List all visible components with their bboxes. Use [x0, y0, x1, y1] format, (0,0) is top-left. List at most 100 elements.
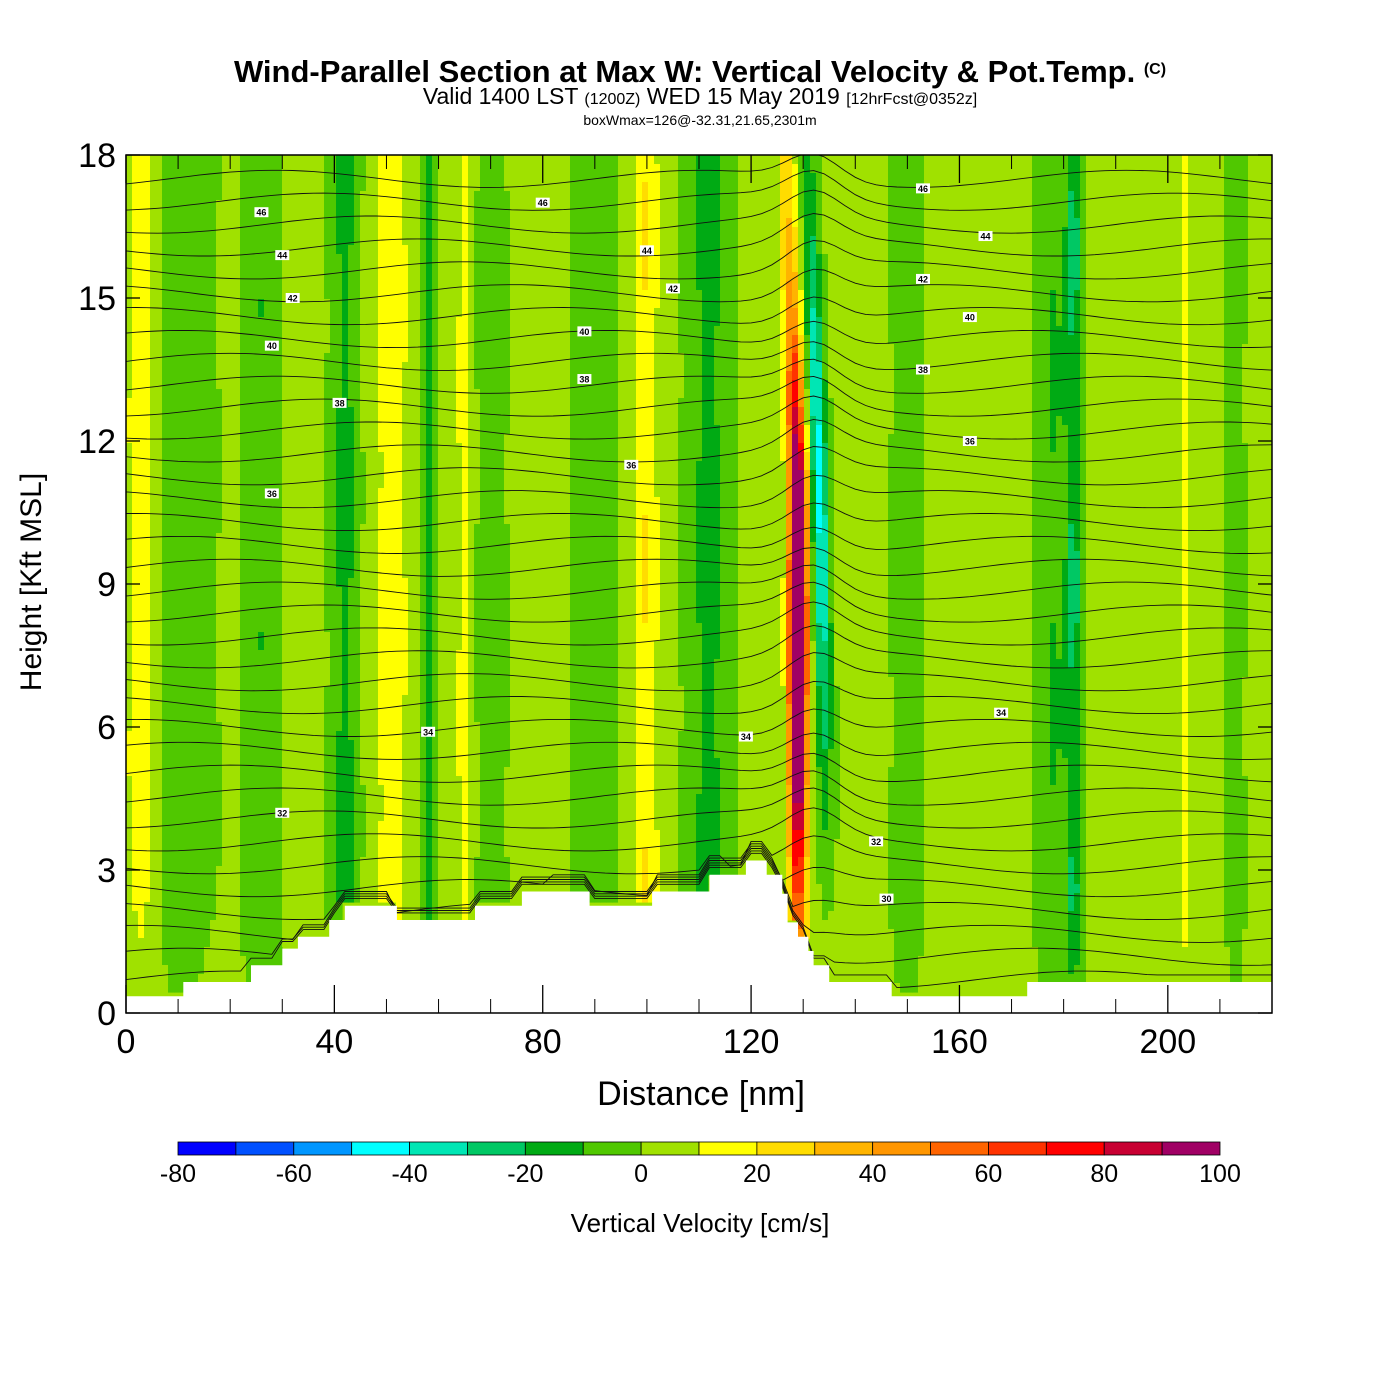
w-cell	[1260, 353, 1267, 363]
w-cell	[762, 173, 769, 183]
w-cell	[468, 191, 475, 201]
w-cell	[810, 191, 817, 201]
w-cell	[1146, 308, 1153, 318]
w-cell	[1086, 182, 1093, 192]
w-cell	[588, 209, 595, 219]
w-cell	[978, 344, 985, 354]
w-cell	[396, 164, 403, 174]
w-cell	[690, 173, 697, 183]
w-cell	[522, 227, 529, 237]
w-cell	[426, 290, 433, 300]
w-cell	[744, 371, 751, 381]
w-cell	[1014, 263, 1021, 273]
w-cell	[1032, 155, 1039, 165]
w-cell	[492, 182, 499, 192]
w-cell	[888, 326, 895, 336]
w-cell	[762, 182, 769, 192]
w-cell	[426, 164, 433, 174]
w-cell	[1152, 335, 1159, 345]
w-cell	[888, 200, 895, 210]
w-cell	[960, 254, 967, 264]
w-cell	[1206, 263, 1213, 273]
w-cell	[1044, 308, 1051, 318]
w-cell	[1242, 326, 1249, 336]
w-cell	[420, 173, 427, 183]
w-cell	[1038, 281, 1045, 291]
w-cell	[384, 335, 391, 345]
w-cell	[480, 362, 487, 372]
w-cell	[708, 344, 715, 354]
w-cell	[1104, 290, 1111, 300]
w-cell	[216, 335, 223, 345]
w-cell	[186, 182, 193, 192]
w-cell	[288, 263, 295, 273]
w-cell	[900, 200, 907, 210]
w-cell	[456, 245, 463, 255]
w-cell	[774, 236, 781, 246]
w-cell	[864, 317, 871, 327]
w-cell	[576, 218, 583, 228]
w-cell	[600, 335, 607, 345]
w-cell	[246, 227, 253, 237]
w-cell	[696, 317, 703, 327]
w-cell	[552, 272, 559, 282]
w-cell	[282, 209, 289, 219]
w-cell	[756, 326, 763, 336]
w-cell	[144, 272, 151, 282]
w-cell	[972, 371, 979, 381]
w-cell	[888, 155, 895, 165]
w-cell	[300, 209, 307, 219]
w-cell	[1086, 218, 1093, 228]
w-cell	[1020, 182, 1027, 192]
w-cell	[678, 182, 685, 192]
w-cell	[804, 335, 811, 345]
w-cell	[1134, 326, 1141, 336]
w-cell	[300, 326, 307, 336]
w-cell	[390, 155, 397, 165]
w-cell	[492, 218, 499, 228]
w-cell	[1254, 200, 1261, 210]
w-cell	[948, 200, 955, 210]
w-cell	[360, 371, 367, 381]
w-cell	[150, 209, 157, 219]
w-cell	[330, 362, 337, 372]
w-cell	[1146, 191, 1153, 201]
w-cell	[1182, 335, 1189, 345]
w-cell	[954, 335, 961, 345]
w-cell	[294, 317, 301, 327]
w-cell	[588, 164, 595, 174]
w-cell	[216, 389, 223, 399]
w-cell	[900, 209, 907, 219]
w-cell	[1008, 209, 1015, 219]
w-cell	[720, 200, 727, 210]
w-cell	[1182, 281, 1189, 291]
w-cell	[810, 164, 817, 174]
w-cell	[312, 308, 319, 318]
w-cell	[168, 389, 175, 399]
w-cell	[522, 236, 529, 246]
w-cell	[480, 155, 487, 165]
w-cell	[960, 182, 967, 192]
w-cell	[552, 362, 559, 372]
w-cell	[384, 371, 391, 381]
w-cell	[648, 263, 655, 273]
w-cell	[1188, 155, 1195, 165]
w-cell	[1086, 263, 1093, 273]
w-cell	[816, 326, 823, 336]
w-cell	[1230, 290, 1237, 300]
w-cell	[690, 317, 697, 327]
w-cell	[174, 317, 181, 327]
w-cell	[858, 245, 865, 255]
w-cell	[1134, 191, 1141, 201]
w-cell	[180, 344, 187, 354]
w-cell	[684, 308, 691, 318]
w-cell	[1260, 371, 1267, 381]
w-cell	[192, 155, 199, 165]
w-cell	[426, 299, 433, 309]
w-cell	[618, 173, 625, 183]
w-cell	[1068, 263, 1075, 273]
w-cell	[144, 281, 151, 291]
w-cell	[678, 164, 685, 174]
w-cell	[252, 272, 259, 282]
w-cell	[858, 263, 865, 273]
